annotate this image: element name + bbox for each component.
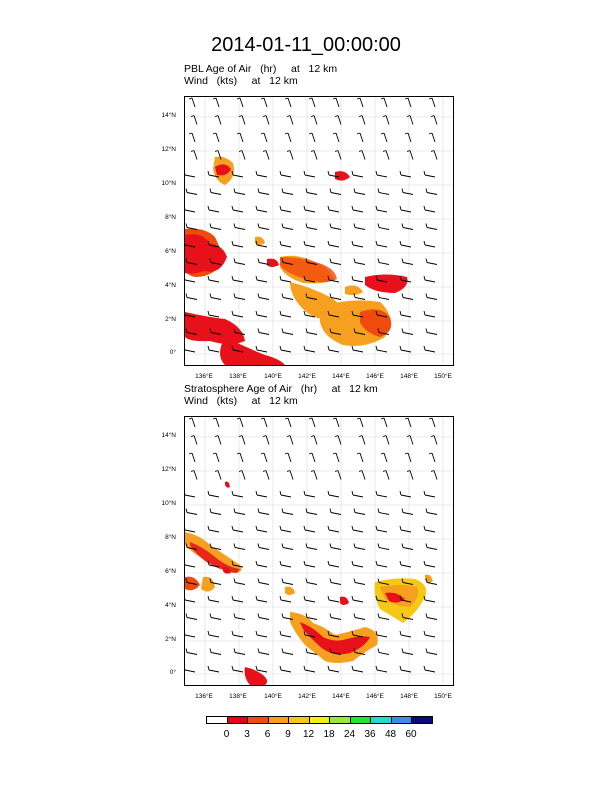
colorbar-label: 12: [302, 729, 315, 740]
colorbar-swatch: [206, 716, 228, 724]
wind-barbs: [185, 97, 438, 353]
stratosphere-age-shading: [185, 481, 433, 685]
colorbar-swatch: [349, 716, 371, 724]
lon-label: 140°E: [264, 373, 282, 380]
lat-label: 0°: [169, 349, 176, 356]
lon-label: 144°E: [332, 373, 350, 380]
lat-label: 6°N: [165, 568, 176, 575]
panel1-title-line1: PBL Age of Air (hr) at 12 km: [184, 63, 338, 75]
lon-label: 142°E: [298, 693, 316, 700]
pbl-age-map-svg: [185, 97, 453, 365]
lat-label: 8°N: [165, 214, 176, 221]
colorbar-label: 48: [384, 729, 397, 740]
stratosphere-age-map-svg: [185, 417, 453, 685]
panel2-title-line2: Wind (kts) at 12 km: [184, 395, 298, 407]
lon-label: 148°E: [400, 373, 418, 380]
colorbar-swatch: [390, 716, 412, 724]
lat-label: 8°N: [165, 534, 176, 541]
colorbar-swatch: [411, 716, 433, 724]
lat-label: 14°N: [161, 432, 176, 439]
lon-label: 146°E: [366, 693, 384, 700]
lat-label: 12°N: [161, 466, 176, 473]
main-title: 2014-01-11_00:00:00: [211, 34, 401, 56]
lon-label: 144°E: [332, 693, 350, 700]
lon-label: 136°E: [195, 373, 213, 380]
panel1-title-line2: Wind (kts) at 12 km: [184, 75, 298, 87]
lat-label: 0°: [169, 669, 176, 676]
colorbar-swatch: [288, 716, 310, 724]
lat-label: 12°N: [161, 146, 176, 153]
lon-label: 148°E: [400, 693, 418, 700]
lat-label: 10°N: [161, 500, 176, 507]
lon-label: 146°E: [366, 373, 384, 380]
lat-label: 14°N: [161, 112, 176, 119]
colorbar-swatch: [247, 716, 269, 724]
colorbar-label: 9: [285, 729, 291, 740]
colorbar-label: 36: [364, 729, 376, 740]
lat-label: 2°N: [165, 636, 176, 643]
map-grid: [185, 417, 453, 685]
colorbar-label: 60: [405, 729, 417, 740]
colorbar-label: 0: [223, 729, 230, 740]
colorbar-label: 3: [244, 729, 250, 740]
colorbar-swatch: [226, 716, 248, 724]
lat-label: 2°N: [165, 316, 176, 323]
lon-label: 138°E: [229, 373, 247, 380]
colorbar-swatch: [370, 716, 392, 724]
pbl-age-map: [184, 96, 454, 366]
lat-label: 4°N: [165, 282, 176, 289]
colorbar-label: 6: [264, 729, 271, 740]
lon-label: 150°E: [434, 693, 452, 700]
lon-label: 140°E: [264, 693, 282, 700]
wind-barbs: [185, 417, 438, 673]
lat-label: 10°N: [161, 180, 176, 187]
lon-label: 138°E: [229, 693, 247, 700]
panel2-title-line1: Stratosphere Age of Air (hr) at 12 km: [184, 383, 378, 395]
lon-label: 150°E: [434, 373, 452, 380]
colorbar-label: 24: [343, 729, 356, 740]
lat-label: 4°N: [165, 602, 176, 609]
lon-label: 136°E: [195, 693, 213, 700]
colorbar-swatch: [308, 716, 330, 724]
lon-label: 142°E: [298, 373, 316, 380]
colorbar-swatch: [329, 716, 351, 724]
colorbar-label: 18: [323, 729, 335, 740]
lat-label: 6°N: [165, 248, 176, 255]
colorbar-swatch: [267, 716, 289, 724]
stratosphere-age-map: [184, 416, 454, 686]
map-grid: [185, 97, 453, 365]
